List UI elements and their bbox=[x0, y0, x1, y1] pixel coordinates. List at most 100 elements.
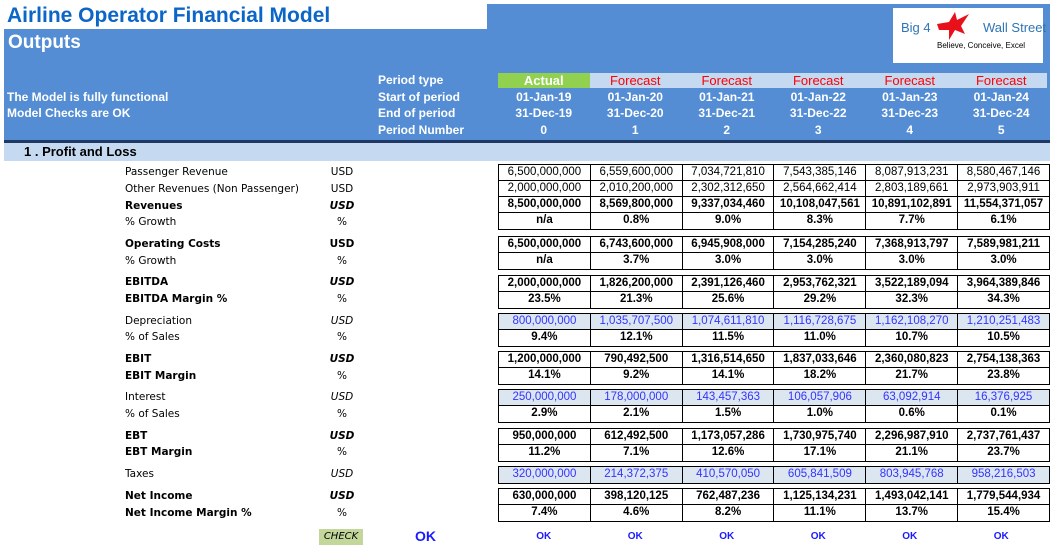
value-cell[interactable]: 23.7% bbox=[958, 445, 1050, 461]
value-cell[interactable]: 7.7% bbox=[866, 213, 959, 229]
input-cell[interactable]: 1,035,707,500 bbox=[590, 314, 683, 329]
value-cell[interactable]: 32.3% bbox=[866, 292, 959, 308]
input-cell[interactable]: 1,116,728,675 bbox=[774, 314, 867, 329]
value-cell[interactable]: 6,743,600,000 bbox=[591, 237, 683, 252]
value-cell[interactable]: 23.8% bbox=[958, 368, 1050, 384]
value-cell[interactable]: 762,487,236 bbox=[683, 489, 775, 504]
value-cell[interactable]: 11.5% bbox=[683, 330, 775, 346]
value-cell[interactable]: n/a bbox=[499, 253, 591, 269]
value-cell[interactable]: 1,826,200,000 bbox=[591, 276, 683, 291]
input-cell[interactable]: 605,841,509 bbox=[774, 467, 867, 483]
value-cell[interactable]: 15.4% bbox=[958, 505, 1050, 521]
value-cell[interactable]: 2,973,903,911 bbox=[958, 181, 1050, 196]
value-cell[interactable]: 2,391,126,460 bbox=[683, 276, 775, 291]
value-cell[interactable]: 7.4% bbox=[499, 505, 591, 521]
value-cell[interactable]: 2.1% bbox=[591, 406, 683, 422]
value-cell[interactable]: 8,569,800,000 bbox=[591, 197, 683, 212]
value-cell[interactable]: 1,200,000,000 bbox=[499, 352, 591, 367]
value-cell[interactable]: 21.7% bbox=[866, 368, 959, 384]
value-cell[interactable]: 8,087,913,231 bbox=[866, 165, 959, 180]
value-cell[interactable]: 6,500,000,000 bbox=[499, 237, 591, 252]
value-cell[interactable]: 23.5% bbox=[499, 292, 591, 308]
value-cell[interactable]: 6,559,600,000 bbox=[591, 165, 683, 180]
value-cell[interactable]: 1,173,057,286 bbox=[683, 429, 775, 444]
value-cell[interactable]: 9,337,034,460 bbox=[683, 197, 775, 212]
value-cell[interactable]: 0.6% bbox=[866, 406, 959, 422]
value-cell[interactable]: 29.2% bbox=[774, 292, 867, 308]
input-cell[interactable]: 958,216,503 bbox=[958, 467, 1050, 483]
value-cell[interactable]: 14.1% bbox=[683, 368, 775, 384]
value-cell[interactable]: 1,779,544,934 bbox=[958, 489, 1050, 504]
value-cell[interactable]: 9.2% bbox=[591, 368, 683, 384]
value-cell[interactable]: 1.5% bbox=[683, 406, 775, 422]
value-cell[interactable]: 6,945,908,000 bbox=[683, 237, 775, 252]
value-cell[interactable]: 25.6% bbox=[683, 292, 775, 308]
input-cell[interactable]: 106,057,906 bbox=[774, 390, 867, 405]
value-cell[interactable]: 17.1% bbox=[774, 445, 867, 461]
value-cell[interactable]: 1,493,042,141 bbox=[866, 489, 959, 504]
value-cell[interactable]: 3.0% bbox=[866, 253, 959, 269]
input-cell[interactable]: 410,570,050 bbox=[682, 467, 775, 483]
value-cell[interactable]: 2,953,762,321 bbox=[774, 276, 867, 291]
value-cell[interactable]: 7,589,981,211 bbox=[958, 237, 1050, 252]
input-cell[interactable]: 320,000,000 bbox=[499, 467, 591, 483]
value-cell[interactable]: 2,564,662,414 bbox=[774, 181, 867, 196]
input-cell[interactable]: 800,000,000 bbox=[499, 314, 591, 329]
value-cell[interactable]: 6.1% bbox=[958, 213, 1050, 229]
value-cell[interactable]: 1,125,134,231 bbox=[774, 489, 867, 504]
value-cell[interactable]: 9.4% bbox=[499, 330, 591, 346]
value-cell[interactable]: n/a bbox=[499, 213, 591, 229]
input-cell[interactable]: 16,376,925 bbox=[958, 390, 1050, 405]
value-cell[interactable]: 2,000,000,000 bbox=[499, 181, 591, 196]
value-cell[interactable]: 398,120,125 bbox=[591, 489, 683, 504]
value-cell[interactable]: 14.1% bbox=[499, 368, 591, 384]
value-cell[interactable]: 2,302,312,650 bbox=[683, 181, 775, 196]
value-cell[interactable]: 18.2% bbox=[774, 368, 867, 384]
value-cell[interactable]: 7,154,285,240 bbox=[774, 237, 867, 252]
value-cell[interactable]: 0.8% bbox=[591, 213, 683, 229]
value-cell[interactable]: 1,837,033,646 bbox=[774, 352, 867, 367]
value-cell[interactable]: 7,034,721,810 bbox=[683, 165, 775, 180]
value-cell[interactable]: 11.1% bbox=[774, 505, 867, 521]
value-cell[interactable]: 7,543,385,146 bbox=[774, 165, 867, 180]
value-cell[interactable]: 2,010,200,000 bbox=[591, 181, 683, 196]
value-cell[interactable]: 9.0% bbox=[683, 213, 775, 229]
value-cell[interactable]: 950,000,000 bbox=[499, 429, 591, 444]
value-cell[interactable]: 3.0% bbox=[958, 253, 1050, 269]
value-cell[interactable]: 3.0% bbox=[774, 253, 867, 269]
value-cell[interactable]: 612,492,500 bbox=[591, 429, 683, 444]
value-cell[interactable]: 11.0% bbox=[774, 330, 867, 346]
value-cell[interactable]: 8,500,000,000 bbox=[499, 197, 591, 212]
value-cell[interactable]: 12.6% bbox=[683, 445, 775, 461]
value-cell[interactable]: 4.6% bbox=[591, 505, 683, 521]
value-cell[interactable]: 12.1% bbox=[591, 330, 683, 346]
value-cell[interactable]: 11,554,371,057 bbox=[958, 197, 1050, 212]
input-cell[interactable]: 803,945,768 bbox=[866, 467, 959, 483]
value-cell[interactable]: 10,108,047,561 bbox=[774, 197, 867, 212]
value-cell[interactable]: 2,737,761,437 bbox=[958, 429, 1050, 444]
value-cell[interactable]: 21.1% bbox=[866, 445, 959, 461]
input-cell[interactable]: 63,092,914 bbox=[866, 390, 959, 405]
input-cell[interactable]: 178,000,000 bbox=[590, 390, 683, 405]
value-cell[interactable]: 1,730,975,740 bbox=[774, 429, 867, 444]
value-cell[interactable]: 6,500,000,000 bbox=[499, 165, 591, 180]
value-cell[interactable]: 13.7% bbox=[866, 505, 959, 521]
value-cell[interactable]: 1.0% bbox=[774, 406, 867, 422]
input-cell[interactable]: 214,372,375 bbox=[590, 467, 683, 483]
input-cell[interactable]: 1,162,108,270 bbox=[866, 314, 959, 329]
value-cell[interactable]: 2.9% bbox=[499, 406, 591, 422]
value-cell[interactable]: 3.7% bbox=[591, 253, 683, 269]
value-cell[interactable]: 8,580,467,146 bbox=[958, 165, 1050, 180]
value-cell[interactable]: 630,000,000 bbox=[499, 489, 591, 504]
value-cell[interactable]: 2,000,000,000 bbox=[499, 276, 591, 291]
value-cell[interactable]: 8.3% bbox=[774, 213, 867, 229]
value-cell[interactable]: 2,360,080,823 bbox=[866, 352, 959, 367]
value-cell[interactable]: 8.2% bbox=[683, 505, 775, 521]
value-cell[interactable]: 7.1% bbox=[591, 445, 683, 461]
value-cell[interactable]: 7,368,913,797 bbox=[866, 237, 959, 252]
value-cell[interactable]: 3,522,189,094 bbox=[866, 276, 959, 291]
input-cell[interactable]: 1,074,611,810 bbox=[682, 314, 775, 329]
value-cell[interactable]: 1,316,514,650 bbox=[683, 352, 775, 367]
value-cell[interactable]: 3.0% bbox=[683, 253, 775, 269]
value-cell[interactable]: 790,492,500 bbox=[591, 352, 683, 367]
